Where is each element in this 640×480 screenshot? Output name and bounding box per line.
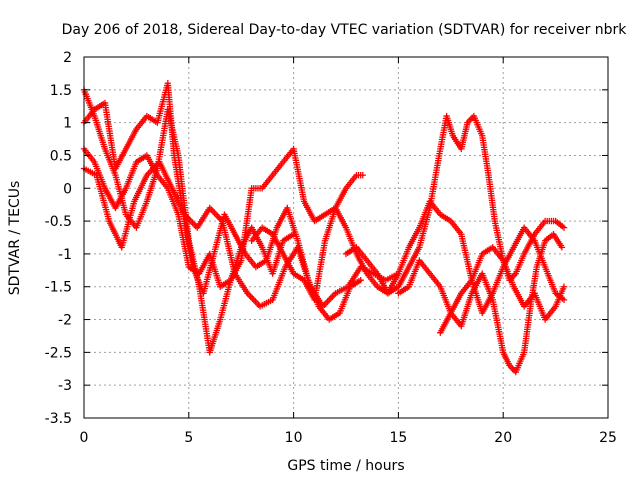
data-point-marker	[359, 171, 366, 179]
y-tick-label: -1.5	[45, 280, 72, 296]
y-tick-label: -0.5	[45, 214, 72, 230]
series-track-8	[437, 244, 568, 336]
y-tick-label: 0.5	[50, 148, 72, 164]
x-tick-label: 25	[599, 430, 617, 446]
x-axis-label: GPS time / hours	[287, 458, 404, 474]
series-track-5	[248, 198, 568, 317]
series-track-7	[395, 231, 566, 376]
y-tick-label: -2	[58, 313, 72, 329]
y-tick-label: 2	[63, 50, 72, 66]
data-point-marker	[558, 244, 566, 251]
y-tick-label: 1.5	[50, 83, 72, 99]
data-point-marker	[560, 283, 568, 290]
y-axis-label: SDTVAR / TECUs	[7, 181, 23, 296]
x-tick-label: 0	[80, 430, 89, 446]
y-tick-label: 0	[63, 181, 72, 197]
data-point-marker	[357, 276, 364, 284]
series-track-4	[80, 158, 402, 310]
chart-title: Day 206 of 2018, Sidereal Day-to-day VTE…	[62, 22, 628, 38]
y-tick-label: -1	[58, 247, 72, 263]
x-tick-label: 15	[389, 430, 407, 446]
y-tick-label: 1	[63, 116, 72, 132]
y-tick-label: -2.5	[45, 345, 72, 361]
x-tick-label: 10	[285, 430, 303, 446]
x-tick-labels: 0 5 10 15 20 25	[80, 430, 617, 446]
y-tick-labels: -3.5 -3 -2.5 -2 -1.5 -1 -0.5 0 0.5 1 1.5 2	[45, 50, 72, 427]
data-point-marker	[560, 224, 568, 231]
data-point-marker	[560, 296, 568, 304]
data-points-layer	[80, 80, 568, 376]
series-track-3	[80, 145, 366, 290]
y-tick-label: -3.5	[45, 411, 72, 427]
plot-frame	[83, 56, 609, 419]
ticks-layer	[83, 56, 609, 419]
x-tick-label: 5	[184, 430, 193, 446]
y-tick-label: -3	[58, 378, 72, 394]
x-tick-label: 20	[494, 430, 512, 446]
